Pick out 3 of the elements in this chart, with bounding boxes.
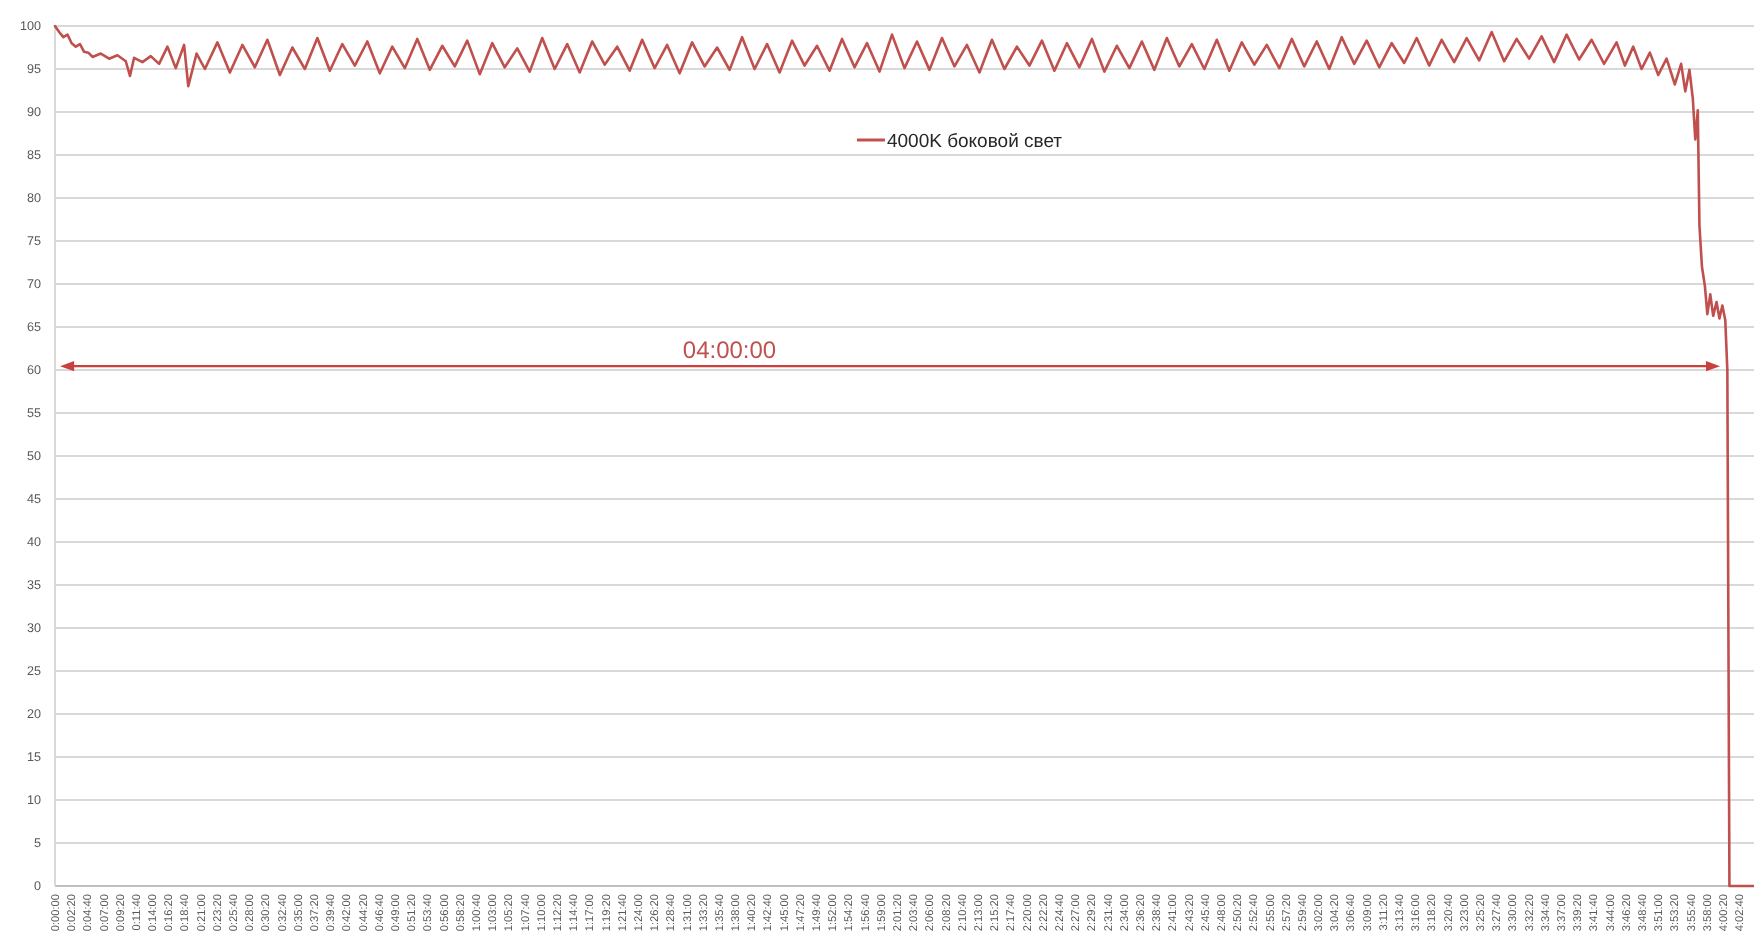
annotation: 04:00:00 xyxy=(682,336,777,365)
line-series xyxy=(53,24,1754,888)
legend-label: 4000K боковой свет xyxy=(886,130,1064,153)
